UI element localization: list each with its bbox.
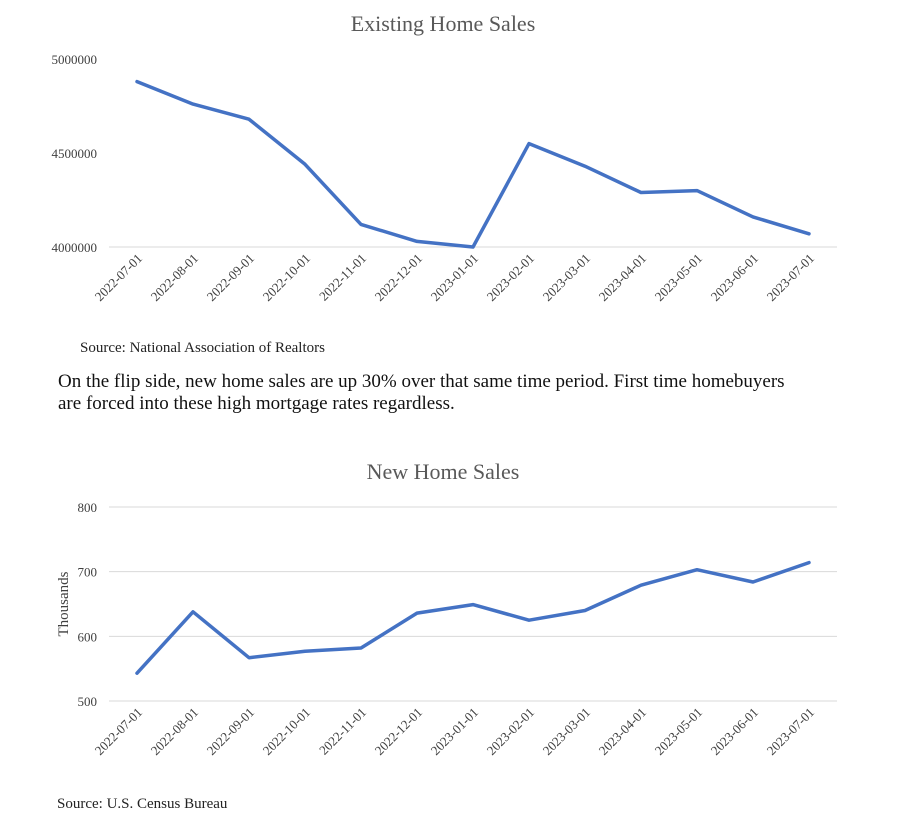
x-tick-label: 2023-06-01 — [708, 705, 762, 759]
x-tick-label: 2023-04-01 — [596, 251, 650, 305]
x-tick-label: 2023-03-01 — [540, 705, 594, 759]
body-line: are forced into these high mortgage rate… — [58, 393, 455, 414]
y-tick-label: 5000000 — [52, 52, 98, 67]
x-tick-label: 2022-11-01 — [316, 705, 369, 758]
gridlines — [109, 506, 837, 702]
x-tick-label: 2022-09-01 — [204, 705, 258, 759]
y-axis-tick-labels: 4000000 4500000 5000000 — [52, 52, 98, 255]
x-tick-label: 2023-04-01 — [596, 705, 650, 759]
series-line — [135, 560, 811, 675]
chart-title: New Home Sales — [367, 459, 520, 484]
y-tick-label: 4000000 — [52, 240, 98, 255]
y-tick-label: 4500000 — [52, 146, 98, 161]
chart-title: Existing Home Sales — [351, 11, 536, 36]
series-line — [135, 79, 811, 249]
x-tick-label: 2023-02-01 — [484, 705, 538, 759]
y-tick-label: 800 — [78, 500, 98, 515]
x-tick-label: 2022-07-01 — [92, 251, 146, 305]
x-tick-label: 2023-02-01 — [484, 251, 538, 305]
x-tick-label: 2022-08-01 — [148, 705, 202, 759]
y-tick-label: 500 — [78, 694, 98, 709]
body-paragraph: On the flip side, new home sales are up … — [58, 371, 878, 415]
x-tick-label: 2023-03-01 — [540, 251, 594, 305]
x-tick-label: 2022-09-01 — [204, 251, 258, 305]
y-axis-title: Thousands — [56, 571, 72, 636]
x-tick-label: 2022-07-01 — [92, 705, 146, 759]
x-axis-tick-labels: 2022-07-01 2022-08-01 2022-09-01 2022-10-01… — [92, 251, 818, 305]
x-tick-label: 2023-07-01 — [764, 251, 818, 305]
x-tick-label: 2023-05-01 — [652, 705, 706, 759]
y-tick-label: 600 — [78, 629, 98, 644]
x-tick-label: 2023-07-01 — [764, 705, 818, 759]
y-tick-label: 700 — [78, 565, 98, 580]
x-tick-label: 2022-10-01 — [260, 251, 314, 305]
existing-home-sales-chart: Existing Home Sales 4000000 4500000 500000… — [52, 11, 837, 305]
x-tick-label: 2022-08-01 — [148, 251, 202, 305]
y-axis-tick-labels: 500 600 700 800 — [78, 500, 98, 709]
x-tick-label: 2023-01-01 — [428, 705, 482, 759]
x-tick-label: 2023-05-01 — [652, 251, 706, 305]
x-tick-label: 2023-06-01 — [708, 251, 762, 305]
x-tick-label: 2022-12-01 — [372, 705, 426, 759]
x-tick-label: 2022-12-01 — [372, 251, 426, 305]
source-note: Source: U.S. Census Bureau — [57, 796, 228, 812]
x-tick-label: 2023-01-01 — [428, 251, 482, 305]
x-axis-tick-labels: 2022-07-01 2022-08-01 2022-09-01 2022-10-01… — [92, 705, 818, 759]
source-note: Source: National Association of Realtors — [80, 340, 325, 356]
x-tick-label: 2022-11-01 — [316, 251, 369, 304]
body-line: On the flip side, new home sales are up … — [58, 371, 785, 392]
x-tick-label: 2022-10-01 — [260, 705, 314, 759]
